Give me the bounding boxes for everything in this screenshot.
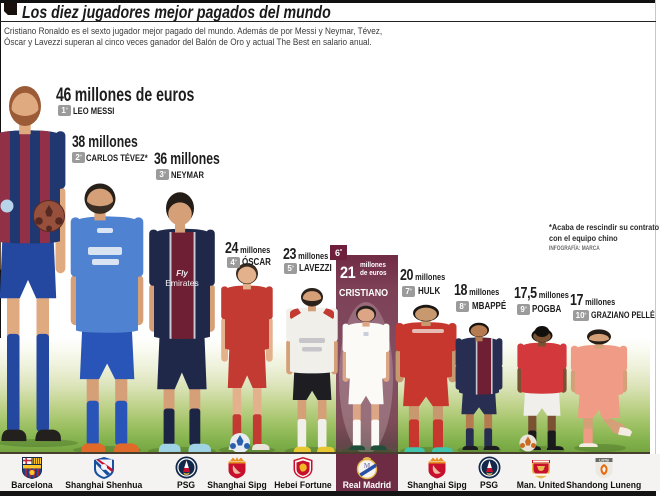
svg-text:M: M: [364, 462, 371, 470]
svg-text:Fly: Fly: [176, 269, 188, 278]
svg-text:LNTB: LNTB: [599, 458, 609, 462]
svg-text:Emirates: Emirates: [165, 278, 199, 288]
